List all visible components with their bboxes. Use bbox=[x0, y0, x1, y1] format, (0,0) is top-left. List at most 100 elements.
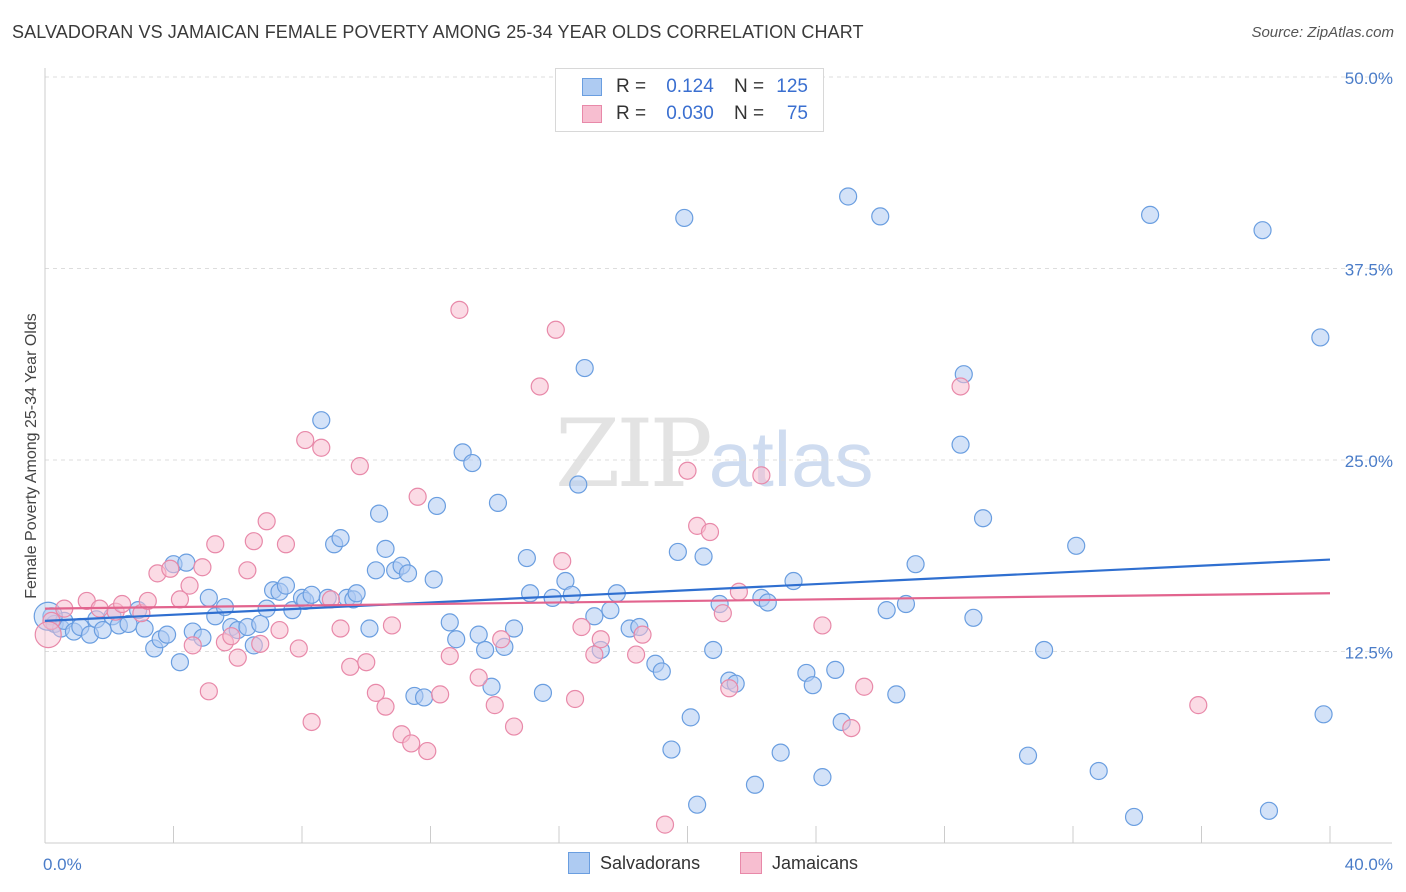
salvadorans-point bbox=[366, 561, 385, 580]
jamaicans-point bbox=[112, 594, 132, 614]
jamaicans-point bbox=[633, 625, 652, 644]
salvadorans-point bbox=[257, 599, 276, 618]
jamaicans-point bbox=[504, 717, 524, 736]
legend-r-label: R = bbox=[616, 103, 647, 124]
jamaicans-point bbox=[296, 430, 315, 450]
jamaicans-point bbox=[752, 466, 771, 485]
salvadorans-trend-line bbox=[44, 558, 1331, 622]
salvadorans-point bbox=[601, 601, 620, 620]
salvadorans-points bbox=[33, 187, 1333, 827]
salvadorans-point bbox=[1067, 536, 1086, 555]
jamaicans-point bbox=[138, 591, 157, 611]
salvadorans-point bbox=[276, 576, 296, 595]
jamaicans-point bbox=[678, 461, 697, 480]
correlation-legend: R = 0.124 N = 125 R = 0.030 N = 75 bbox=[555, 68, 824, 132]
jamaicans-point bbox=[469, 668, 488, 687]
salvadorans-point bbox=[871, 207, 890, 226]
salvadorans-point bbox=[688, 795, 707, 814]
jamaicans-point bbox=[251, 634, 270, 653]
jamaicans-point bbox=[180, 576, 199, 595]
jamaicans-point bbox=[855, 677, 874, 696]
salvadorans-point bbox=[504, 619, 524, 638]
salvadorans-point bbox=[951, 435, 970, 454]
salvadorans-point bbox=[652, 662, 671, 681]
salvadorans-point bbox=[440, 613, 459, 632]
bottom-legend-salvadorans: Salvadorans bbox=[568, 852, 700, 874]
jamaicans-point bbox=[431, 685, 450, 704]
salvadorans-point bbox=[826, 660, 845, 679]
legend-swatch-salvadorans bbox=[582, 78, 602, 96]
jamaicans-point bbox=[238, 561, 257, 580]
jamaicans-point bbox=[720, 679, 739, 698]
salvadorans-point bbox=[575, 358, 594, 378]
jamaicans-point bbox=[485, 696, 504, 715]
salvadorans-point bbox=[370, 504, 389, 523]
salvadorans-point bbox=[694, 547, 713, 566]
legend-n-value: 75 bbox=[786, 103, 808, 124]
salvadorans-point bbox=[157, 625, 177, 644]
salvadorans-point bbox=[517, 548, 536, 568]
legend-r-value: 0.124 bbox=[666, 76, 714, 97]
salvadorans-point bbox=[1259, 801, 1279, 820]
salvadorans-point bbox=[964, 608, 983, 627]
jamaicans-point bbox=[565, 689, 585, 709]
y-tick-label: 37.5% bbox=[1345, 261, 1393, 280]
salvadorans-point bbox=[1034, 640, 1054, 660]
jamaicans-point bbox=[161, 559, 180, 578]
salvadorans-point bbox=[302, 585, 321, 604]
salvadorans-point bbox=[1089, 761, 1108, 781]
salvadorans-point bbox=[469, 625, 488, 644]
salvadorans-point bbox=[1253, 221, 1272, 240]
axes bbox=[44, 68, 1392, 844]
jamaicans-point bbox=[440, 646, 459, 666]
salvadorans-point bbox=[135, 619, 154, 638]
salvadorans-point bbox=[704, 640, 723, 660]
jamaicans-point bbox=[289, 639, 308, 658]
salvadorans-point bbox=[771, 743, 790, 762]
jamaicans-point bbox=[199, 682, 218, 701]
legend-swatch-jamaicans bbox=[582, 105, 602, 123]
salvadorans-point bbox=[896, 594, 916, 614]
legend-r-label: R = bbox=[616, 76, 647, 97]
salvadorans-point bbox=[533, 683, 553, 702]
trend-lines bbox=[44, 558, 1331, 622]
salvadorans-point bbox=[1018, 746, 1038, 765]
salvadorans-point bbox=[813, 768, 832, 787]
jamaicans-point bbox=[276, 535, 296, 554]
salvadorans-point bbox=[199, 588, 218, 607]
salvadorans-point bbox=[668, 542, 687, 562]
y-tick-label: 50.0% bbox=[1345, 69, 1393, 88]
salvadorans-point bbox=[745, 775, 765, 794]
jamaicans-point bbox=[729, 582, 749, 601]
legend-row-jamaicans: R = 0.030 N = 75 bbox=[556, 101, 808, 127]
legend-r-value: 0.030 bbox=[666, 103, 714, 124]
salvadorans-point bbox=[347, 584, 366, 603]
legend-row-salvadorans: R = 0.124 N = 125 bbox=[556, 74, 808, 100]
jamaicans-point bbox=[350, 457, 369, 476]
jamaicans-point bbox=[951, 377, 970, 396]
salvadorans-point bbox=[447, 630, 466, 649]
salvadorans-point bbox=[1140, 205, 1160, 224]
salvadorans-point bbox=[177, 553, 196, 572]
jamaicans-point bbox=[228, 648, 247, 667]
jamaicans-point bbox=[341, 657, 360, 676]
jamaicans-point bbox=[222, 627, 241, 646]
jamaicans-point bbox=[257, 512, 276, 531]
salvadorans-point bbox=[1311, 328, 1330, 347]
jamaicans-point bbox=[376, 697, 395, 716]
jamaicans-point bbox=[418, 741, 437, 761]
y-tick-label: 12.5% bbox=[1345, 644, 1393, 663]
jamaicans-point bbox=[492, 630, 511, 649]
jamaicans-point bbox=[183, 636, 202, 655]
jamaicans-point bbox=[366, 683, 385, 702]
salvadorans-point bbox=[803, 676, 822, 695]
salvadorans-point bbox=[662, 740, 681, 759]
chart-title: SALVADORAN VS JAMAICAN FEMALE POVERTY AM… bbox=[12, 22, 864, 42]
salvadorans-point bbox=[887, 685, 906, 704]
salvadorans-point bbox=[839, 187, 858, 206]
jamaicans-point bbox=[585, 645, 604, 664]
salvadorans-point bbox=[758, 593, 777, 612]
jamaicans-point bbox=[270, 620, 289, 640]
salvadorans-point bbox=[488, 493, 508, 512]
